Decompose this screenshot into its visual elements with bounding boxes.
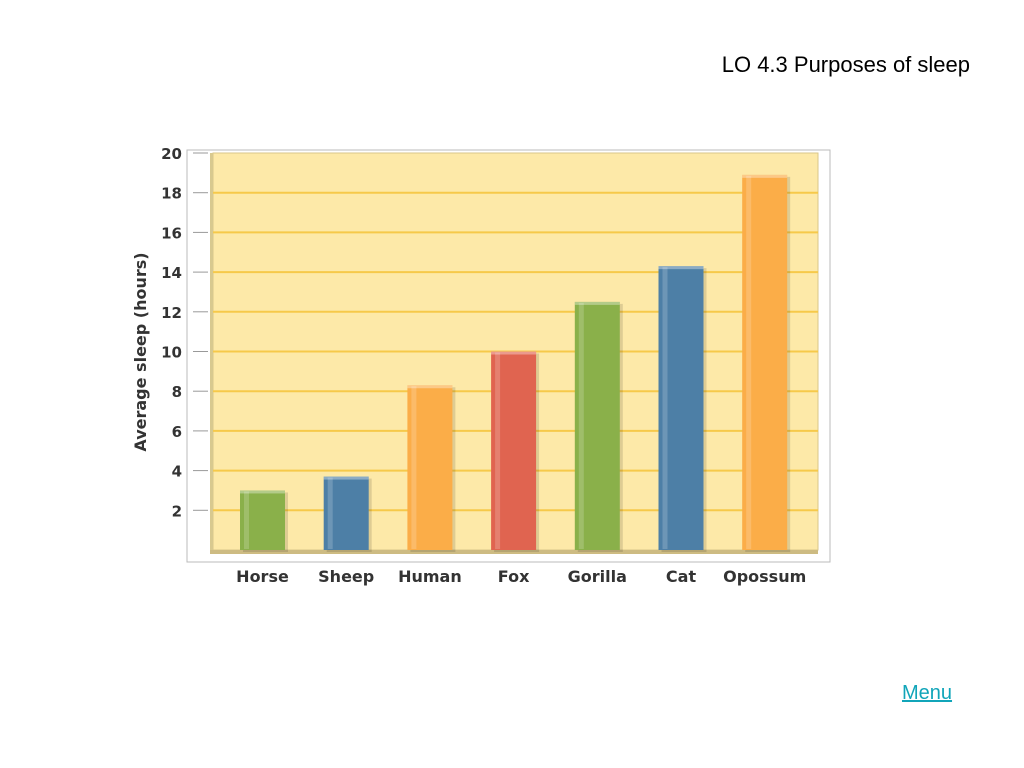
y-tick-label: 16 [161,224,182,242]
bar-highlight [578,302,584,549]
y-axis-label: Average sleep (hours) [131,252,150,451]
y-tick-label: 20 [161,145,182,163]
y-tick-label: 8 [172,383,182,401]
y-tick-label: 4 [172,463,182,481]
x-tick-label: Cat [666,567,697,586]
x-tick-label: Sheep [318,567,374,586]
bar-gorilla [574,301,620,550]
bar-highlight [746,175,752,549]
bars [240,174,791,552]
x-axis-labels: Horse Sheep Human Fox Gorilla Cat Opossum [236,567,806,586]
x-tick-label: Opossum [723,567,806,586]
y-axis-line [210,153,213,553]
bar-human [407,385,453,550]
y-tick-label: 2 [172,502,182,520]
x-tick-label: Fox [498,567,530,586]
bar-highlight [327,477,333,549]
bar-cap [323,476,369,480]
bar-highlight [662,267,668,549]
x-tick-label: Horse [236,567,289,586]
bar-highlight [411,386,417,549]
bar-cap [407,385,453,389]
bar-cap [574,301,620,305]
bar-cap [658,266,704,270]
bar-highlight [495,352,501,549]
x-tick-label: Gorilla [568,567,627,586]
bar-highlight [244,491,249,549]
x-tick-label: Human [398,567,462,586]
bar-sheep [323,476,369,550]
y-axis-ticks: 2 4 6 8 10 12 14 16 18 20 [161,145,208,520]
bar-horse [240,490,285,550]
menu-link[interactable]: Menu [902,682,953,704]
bar-cap [491,351,537,355]
bar-opossum [742,174,788,550]
slide-title: LO 4.3 Purposes of sleep [721,52,970,77]
y-tick-label: 6 [172,423,182,441]
y-tick-label: 10 [161,344,182,362]
y-tick-label: 14 [161,264,182,282]
bar-cap [742,174,788,178]
bar-cat [658,266,704,550]
y-tick-label: 12 [161,304,182,322]
y-tick-label: 18 [161,185,182,203]
bar-cap [240,490,285,494]
bar-fox [491,351,537,550]
x-axis-line [210,550,818,554]
